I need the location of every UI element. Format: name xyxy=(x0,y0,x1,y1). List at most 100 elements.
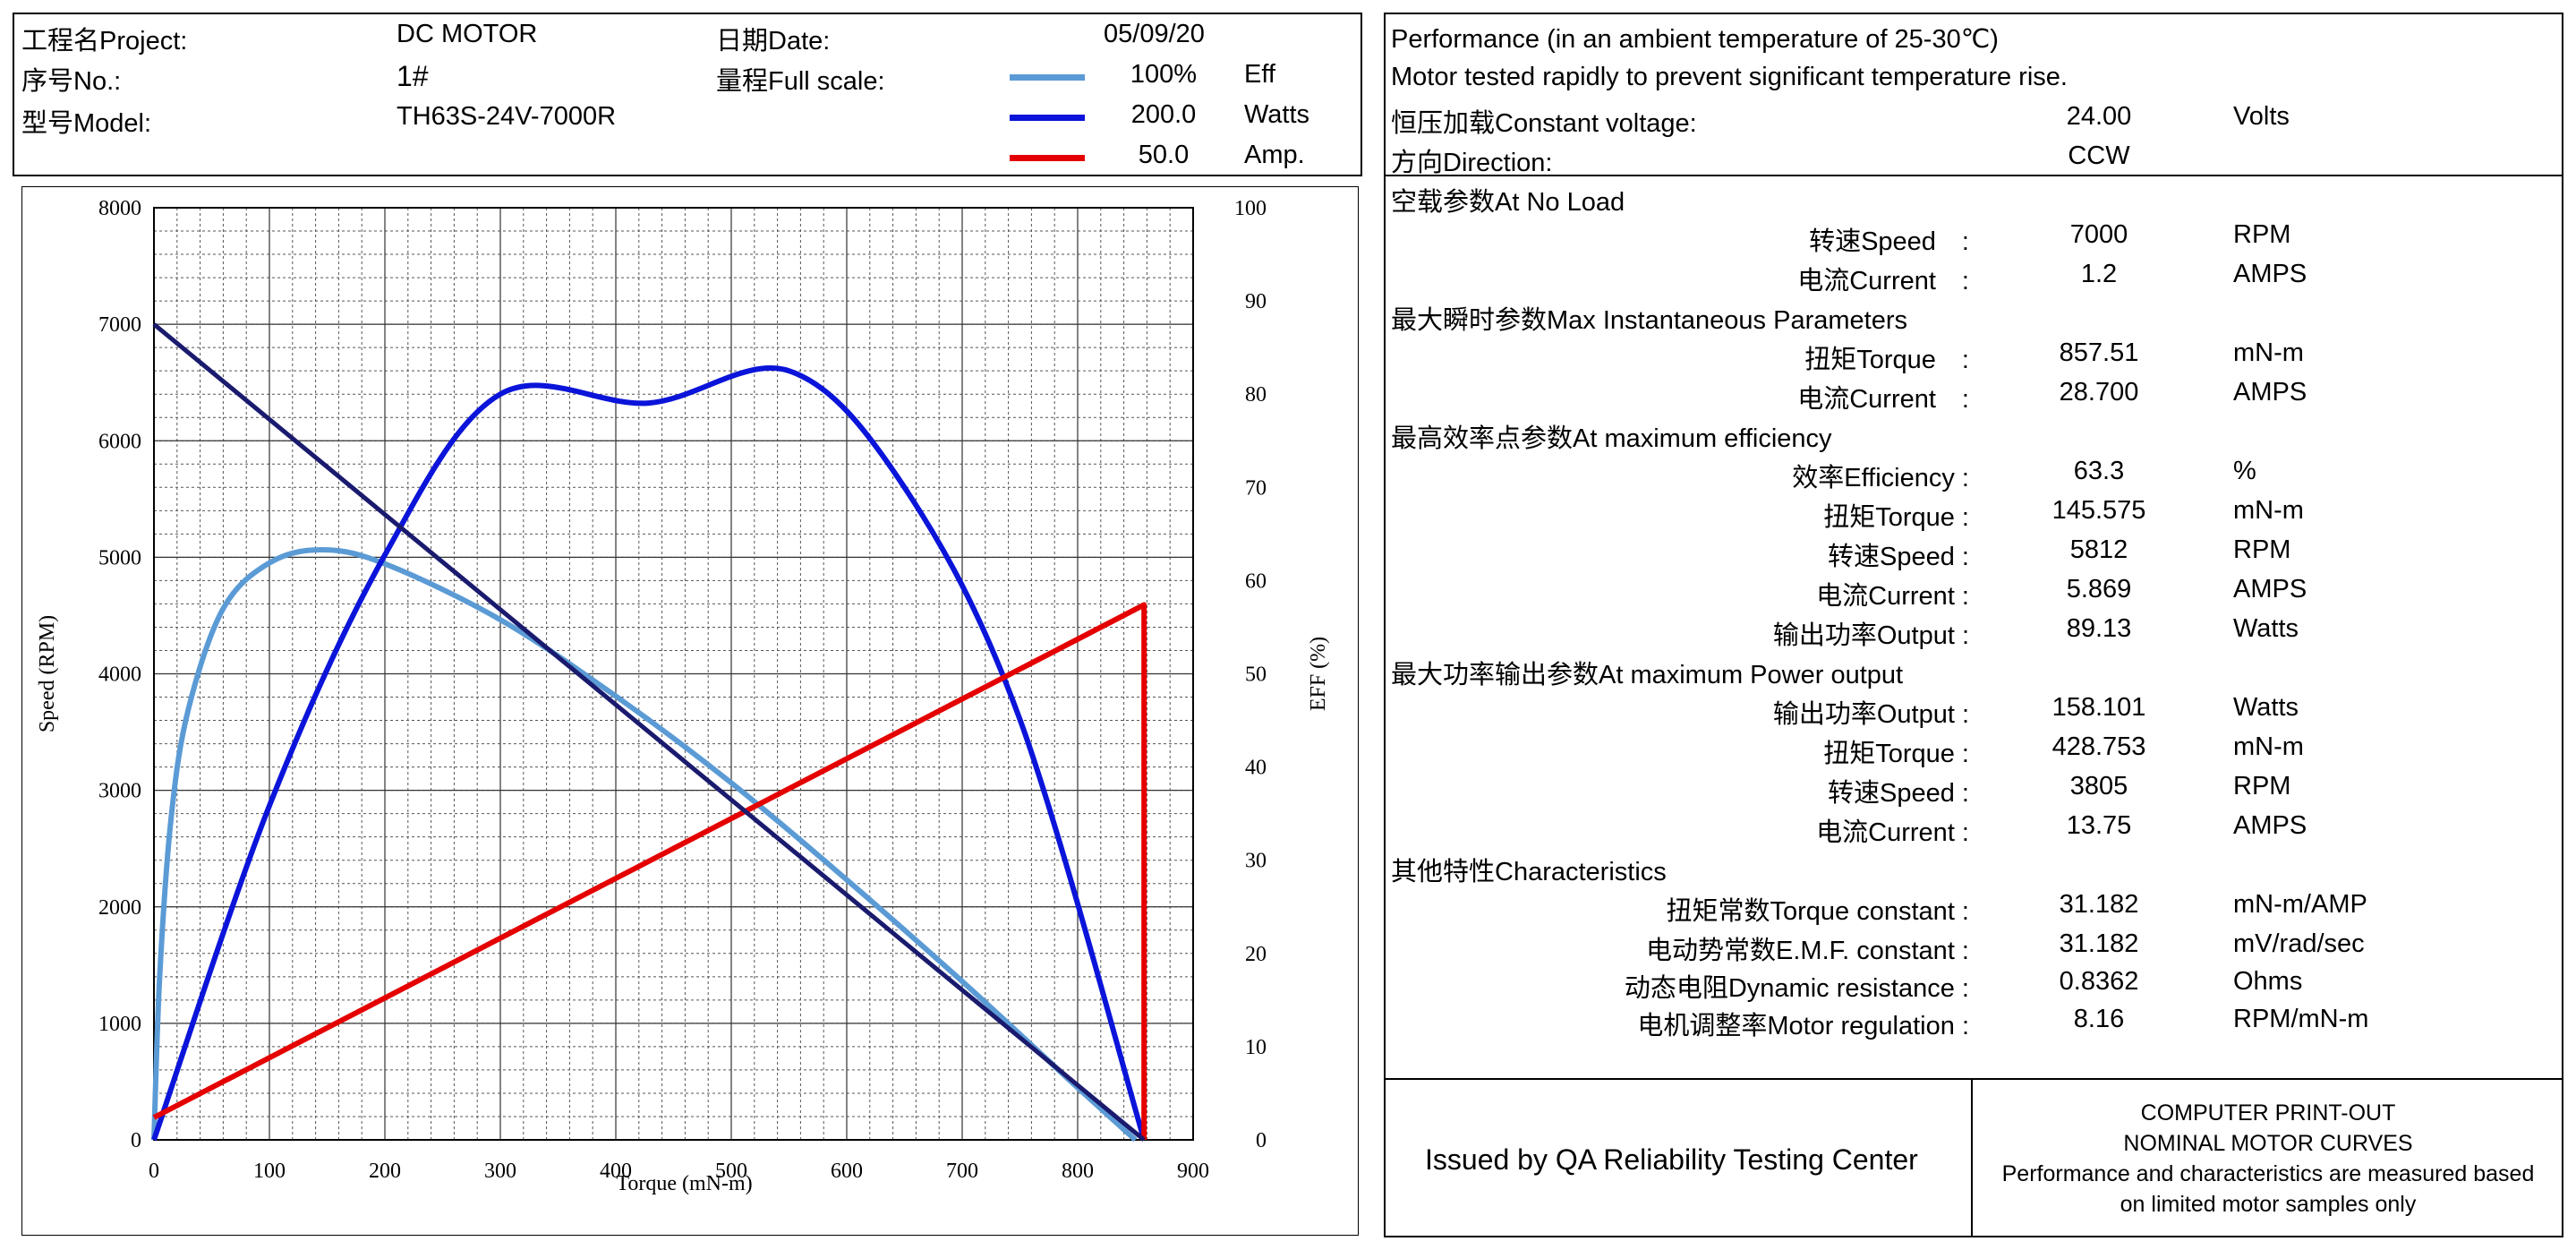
legend-unit-amp: Amp. xyxy=(1244,141,1305,169)
param-unit: RPM/mN-m xyxy=(2233,1005,2369,1033)
param-label: 转速Speed : xyxy=(1828,543,1969,571)
current-curve xyxy=(152,602,1147,1140)
motor-curve-chart: 0 100 200 300 400 500 600 700 800 900010002000300… xyxy=(36,197,1330,1195)
y-tick-label: 4000 xyxy=(98,664,141,687)
param-value: 89.13 xyxy=(2066,614,2132,643)
perf-subtitle: Motor tested rapidly to prevent signific… xyxy=(1391,63,2068,91)
param-value: 5.869 xyxy=(2066,575,2132,604)
x-tick-label: 400 xyxy=(600,1160,632,1183)
param-label: 扭矩Torque : xyxy=(1823,740,1969,768)
plot-area xyxy=(153,207,1194,1141)
x-tick-label: 300 xyxy=(484,1160,516,1183)
section-title: 最大瞬时参数Max Instantaneous Parameters xyxy=(1391,306,1907,335)
param-unit: Watts xyxy=(2233,614,2299,643)
y2-tick-label: 10 xyxy=(1245,1036,1267,1059)
y2-tick-label: 70 xyxy=(1245,476,1267,500)
x-tick-label: 600 xyxy=(831,1160,863,1183)
x-axis-label: Torque (mN-m) xyxy=(616,1172,752,1195)
section-title: 空载参数At No Load xyxy=(1391,188,1625,217)
param-unit: mN-m/AMP xyxy=(2233,890,2367,919)
param-label: 转速Speed : xyxy=(1809,227,1969,256)
legend-value-eff: 100% xyxy=(1130,60,1198,89)
print-out-note: COMPUTER PRINT-OUT NOMINAL MOTOR CURVES … xyxy=(1975,1098,2562,1220)
chart-box xyxy=(21,186,1359,1236)
param-unit: AMPS xyxy=(2233,260,2307,288)
date-label: 日期Date: xyxy=(716,27,831,56)
direction-label: 方向Direction: xyxy=(1391,149,1553,177)
param-value: 158.101 xyxy=(2051,693,2146,722)
param-unit: AMPS xyxy=(2233,378,2307,407)
note-line: NOMINAL MOTOR CURVES xyxy=(2123,1131,2413,1156)
param-label: 扭矩Torque : xyxy=(1823,503,1969,532)
param-unit: mN-m xyxy=(2233,338,2304,367)
performance-box xyxy=(1384,13,2563,1237)
section-title: 最大功率输出参数At maximum Power output xyxy=(1391,661,1904,689)
param-value: 28.700 xyxy=(2059,378,2139,407)
y-tick-label: 2000 xyxy=(98,896,141,920)
y-tick-label: 5000 xyxy=(98,546,141,569)
param-label: 电流Current : xyxy=(1816,582,1969,611)
speed-line xyxy=(152,322,1146,1142)
y-tick-label: 7000 xyxy=(98,313,141,337)
x-tick-label: 200 xyxy=(369,1160,401,1183)
param-label: 效率Efficiency : xyxy=(1792,464,1969,492)
param-unit: Watts xyxy=(2233,693,2299,722)
y2-tick-label: 50 xyxy=(1245,664,1267,687)
param-value: 8.16 xyxy=(2073,1005,2125,1033)
perf-title: Performance (in an ambient temperature o… xyxy=(1391,25,1999,54)
param-value: 3805 xyxy=(2069,772,2128,801)
param-label: 电流Current : xyxy=(1797,385,1969,414)
y-tick-label: 3000 xyxy=(98,780,141,803)
param-value: 31.182 xyxy=(2059,890,2139,919)
section-title: 最高效率点参数At maximum efficiency xyxy=(1391,424,1832,453)
y-tick-label: 8000 xyxy=(98,197,141,220)
voltage-label: 恒压加载Constant voltage: xyxy=(1391,109,1697,138)
issued-by: Issued by QA Reliability Testing Center xyxy=(1425,1143,1918,1176)
note-line: on limited motor samples only xyxy=(2120,1192,2417,1217)
param-label: 扭矩常数Torque constant : xyxy=(1666,897,1969,926)
voltage-unit: Volts xyxy=(2233,102,2290,131)
y2-tick-label: 0 xyxy=(1256,1129,1267,1152)
param-value: 63.3 xyxy=(2073,457,2125,485)
x-tick-label: 0 xyxy=(149,1160,159,1183)
y2-tick-label: 100 xyxy=(1234,197,1267,220)
param-unit: mV/rad/sec xyxy=(2233,929,2365,958)
param-value: 428.753 xyxy=(2051,732,2146,761)
param-value: 1.2 xyxy=(2080,260,2118,288)
param-value: 5812 xyxy=(2069,535,2128,564)
x-tick-label: 700 xyxy=(946,1160,978,1183)
param-unit: RPM xyxy=(2233,535,2291,564)
legend-value-watts: 200.0 xyxy=(1130,100,1197,129)
y2-tick-label: 60 xyxy=(1245,569,1267,593)
y2-tick-label: 30 xyxy=(1245,850,1267,873)
param-label: 电流Current : xyxy=(1816,818,1969,847)
project-value: DC MOTOR xyxy=(397,20,538,48)
param-label: 输出功率Output : xyxy=(1772,621,1969,650)
footer-split xyxy=(1971,1078,1973,1236)
param-unit: AMPS xyxy=(2233,575,2307,604)
no-label: 序号No.: xyxy=(21,67,122,96)
y2-tick-label: 80 xyxy=(1245,383,1267,407)
y-tick-label: 1000 xyxy=(98,1013,141,1036)
footer-divider xyxy=(1384,1078,2563,1080)
x-tick-label: 500 xyxy=(715,1160,747,1183)
param-unit: Ohms xyxy=(2233,967,2303,996)
power-curve xyxy=(151,364,1147,1141)
y-tick-label: 6000 xyxy=(98,430,141,453)
y2-tick-label: 40 xyxy=(1245,757,1267,780)
legend-swatch-eff xyxy=(1010,74,1085,81)
param-value: 31.182 xyxy=(2059,929,2139,958)
efficiency-curve xyxy=(151,547,1138,1143)
legend-swatch-amp xyxy=(1010,155,1085,161)
param-value: 7000 xyxy=(2069,220,2128,249)
y2-tick-label: 90 xyxy=(1245,290,1267,313)
param-unit: mN-m xyxy=(2233,496,2304,525)
direction-value: CCW xyxy=(2068,141,2130,170)
param-unit: RPM xyxy=(2233,772,2291,801)
param-label: 动态电阻Dynamic resistance : xyxy=(1624,974,1969,1003)
legend-value-amp: 50.0 xyxy=(1138,141,1190,169)
date-value: 05/09/20 xyxy=(1104,20,1205,48)
y-axis-label: Speed (RPM) xyxy=(36,615,59,732)
no-value: 1# xyxy=(397,60,429,92)
section-title: 其他特性Characteristics xyxy=(1391,858,1667,886)
